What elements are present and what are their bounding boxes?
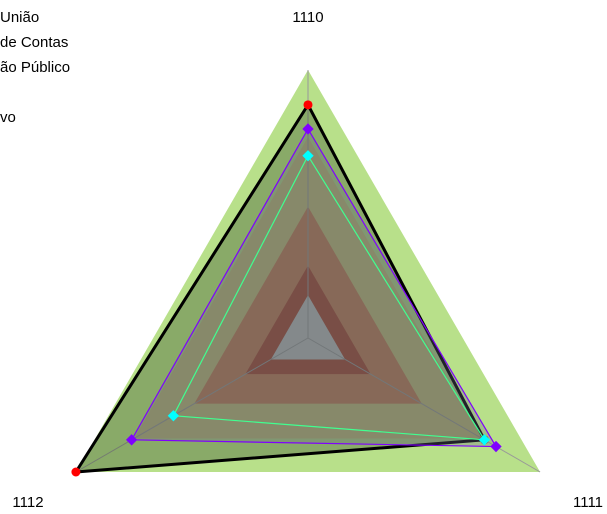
- axis-label: 1110: [292, 9, 323, 26]
- axis-label: 1112: [12, 494, 43, 511]
- series-area: [130, 127, 498, 448]
- axis-line: [307, 337, 541, 473]
- legend-text: vo: [0, 109, 16, 126]
- legend-text: ão Público: [0, 59, 70, 76]
- series-marker: [302, 150, 314, 162]
- axis-line: [75, 337, 309, 473]
- axis-label: 1111: [573, 494, 603, 511]
- series-marker: [303, 100, 313, 110]
- legend-text: de Contas: [0, 34, 68, 51]
- series-marker: [478, 434, 491, 446]
- series-area: [73, 101, 487, 474]
- series-marker: [71, 467, 81, 477]
- series-marker: [167, 410, 180, 422]
- series-area: [172, 154, 486, 441]
- series-marker: [125, 434, 138, 446]
- series-marker: [490, 440, 502, 453]
- legend-text: União: [0, 9, 39, 26]
